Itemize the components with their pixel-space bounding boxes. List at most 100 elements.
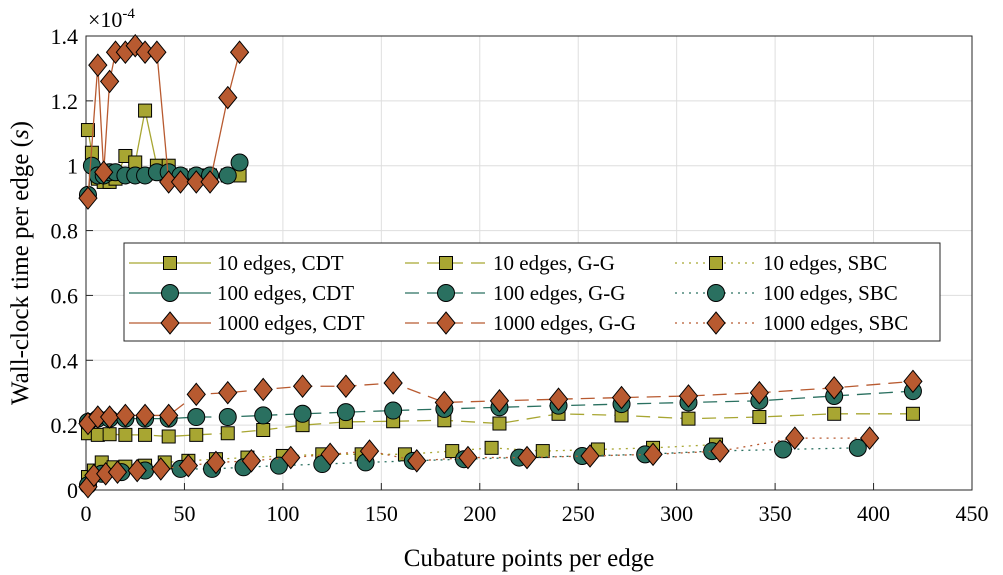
series-10-dashed xyxy=(80,406,920,444)
data-point-diamond xyxy=(135,403,155,428)
data-point-diamond xyxy=(281,445,301,470)
legend-marker-circle xyxy=(437,284,455,302)
x-tick-label: 200 xyxy=(463,501,496,526)
data-point-diamond xyxy=(99,405,120,429)
y-axis-multiplier-exponent: -4 xyxy=(122,6,135,22)
series-layer xyxy=(78,33,923,499)
data-point-square xyxy=(102,427,117,442)
x-tick-label: 400 xyxy=(857,501,890,526)
axis-ticks: 0 50 100 150 200 250 300 350 400 450 0 0.2 0.4 0.6 0.8… xyxy=(51,24,989,526)
data-point-diamond xyxy=(489,389,510,413)
data-point-diamond xyxy=(218,85,238,110)
data-point-diamond xyxy=(186,382,206,407)
data-point-diamond xyxy=(580,444,600,468)
x-tick-label: 150 xyxy=(365,501,398,526)
data-point-circle xyxy=(269,456,288,475)
legend-label: 1000 edges, SBC xyxy=(763,311,908,335)
legend-marker-square xyxy=(163,256,177,270)
y-axis-label-prefix: Wall-clock time per edge ( xyxy=(7,139,34,405)
data-point-diamond xyxy=(115,403,136,428)
y-axis-label-suffix: ) xyxy=(7,121,34,129)
legend-label: 1000 edges, CDT xyxy=(217,311,365,335)
data-point-diamond xyxy=(383,371,403,395)
data-point-square xyxy=(905,406,920,421)
y-axis-multiplier: ×10-4 xyxy=(88,6,135,32)
data-point-diamond xyxy=(127,458,147,483)
data-point-diamond xyxy=(99,69,120,94)
x-tick-label: 350 xyxy=(759,501,792,526)
series-line xyxy=(87,437,870,488)
y-tick-label: 0.6 xyxy=(51,283,79,308)
data-point-square xyxy=(80,123,95,138)
data-point-diamond xyxy=(749,380,770,405)
data-point-circle xyxy=(293,404,312,423)
data-point-diamond xyxy=(241,449,262,473)
data-point-square xyxy=(492,416,507,431)
data-point-diamond xyxy=(710,439,730,463)
x-tick-label: 300 xyxy=(660,501,693,526)
data-point-circle xyxy=(848,438,867,457)
x-tick-label: 0 xyxy=(81,501,92,526)
data-point-diamond xyxy=(200,170,220,194)
legend: 10 edges, CDT 100 edges, CDT 1000 edges, C… xyxy=(123,242,941,342)
data-point-square xyxy=(138,427,153,442)
data-point-diamond xyxy=(785,426,805,450)
y-tick-label: 0.8 xyxy=(51,219,79,244)
data-point-diamond xyxy=(292,374,313,399)
data-point-diamond xyxy=(88,53,108,77)
data-point-diamond xyxy=(434,390,454,415)
data-point-circle xyxy=(254,406,273,425)
data-point-diamond xyxy=(458,445,478,470)
data-point-diamond xyxy=(643,442,663,467)
data-point-square xyxy=(484,440,499,455)
x-axis-label: Cubature points per edge xyxy=(404,545,655,572)
legend-marker-circle xyxy=(707,284,725,302)
data-point-square xyxy=(220,426,235,441)
data-point-diamond xyxy=(107,460,128,484)
data-point-diamond xyxy=(359,439,380,463)
data-point-diamond xyxy=(824,376,844,400)
legend-label: 100 edges, CDT xyxy=(217,281,354,305)
series-1000-solid xyxy=(78,33,250,210)
data-point-square xyxy=(535,444,550,459)
data-point-square xyxy=(118,427,133,442)
data-point-diamond xyxy=(548,387,569,411)
y-tick-label: 0 xyxy=(67,478,78,503)
legend-marker-square xyxy=(439,256,453,270)
data-point-square xyxy=(138,103,153,118)
data-point-diamond xyxy=(186,170,206,194)
x-tick-label: 250 xyxy=(562,501,595,526)
data-point-square xyxy=(752,410,767,425)
data-point-circle xyxy=(218,408,237,427)
data-point-diamond xyxy=(94,160,114,184)
data-point-diamond xyxy=(170,170,191,194)
y-tick-label: 1.2 xyxy=(51,89,79,114)
data-point-diamond xyxy=(206,450,226,475)
y-tick-label: 0.2 xyxy=(51,413,79,438)
data-point-diamond xyxy=(517,445,537,470)
data-point-diamond xyxy=(78,186,98,210)
series-1000-dotted xyxy=(78,426,880,499)
legend-label: 10 edges, SBC xyxy=(763,251,887,275)
legend-marker-diamond xyxy=(706,311,726,335)
data-point-square xyxy=(90,427,105,442)
legend-marker-diamond xyxy=(160,311,180,335)
data-point-diamond xyxy=(218,380,238,405)
y-axis-multiplier-base: ×10 xyxy=(88,7,122,32)
data-point-circle xyxy=(336,403,355,422)
data-point-circle xyxy=(218,166,237,185)
data-point-diamond xyxy=(253,377,273,402)
series-100-solid xyxy=(78,153,249,204)
legend-label: 100 edges, G-G xyxy=(493,281,625,305)
x-tick-label: 100 xyxy=(266,501,299,526)
legend-label: 100 edges, SBC xyxy=(763,281,898,305)
x-tick-label: 450 xyxy=(956,501,989,526)
data-point-diamond xyxy=(147,40,167,65)
series-100-dotted xyxy=(78,438,867,495)
data-point-circle xyxy=(773,440,792,459)
data-point-diamond xyxy=(407,449,427,473)
legend-box xyxy=(123,242,941,342)
y-axis-label: Wall-clock time per edge (s) xyxy=(7,121,34,405)
data-point-diamond xyxy=(151,457,171,481)
